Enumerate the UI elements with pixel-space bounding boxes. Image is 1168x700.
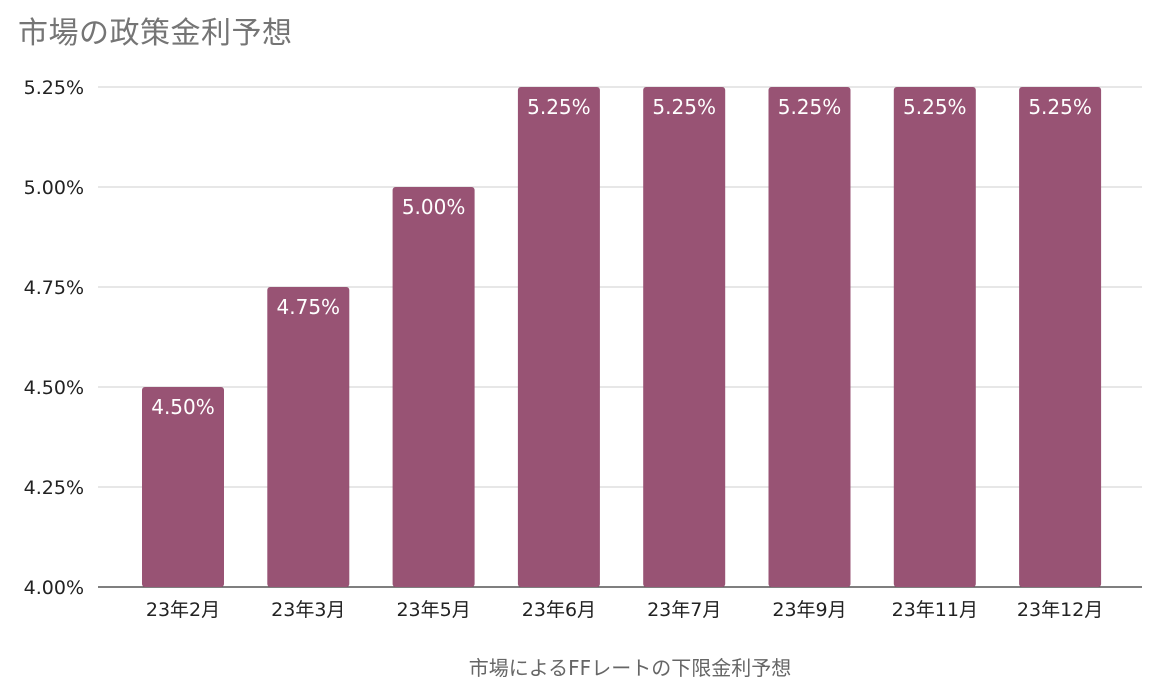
y-tick-label: 5.25% [24,77,84,99]
bar [142,387,224,587]
y-tick-label: 4.75% [24,277,84,299]
bar [517,87,600,587]
bar-data-label: 5.00% [402,195,466,219]
bar-data-label: 5.25% [778,95,842,119]
x-tick-label: 23年12月 [1017,599,1103,621]
bar-data-label: 5.25% [903,95,967,119]
bar [1019,87,1102,587]
x-tick-label: 23年9月 [772,599,846,621]
x-tick-label: 23年6月 [522,599,596,621]
bar [392,187,475,587]
x-tick-label: 23年7月 [647,599,721,621]
bar-data-label: 5.25% [527,95,591,119]
bar [267,287,350,587]
bar [893,87,976,587]
bar [643,87,726,587]
y-tick-label: 4.50% [24,377,84,399]
y-tick-label: 5.00% [24,177,84,199]
bar-data-label: 5.25% [652,95,716,119]
x-tick-label: 23年11月 [892,599,978,621]
bar [768,87,851,587]
bar-data-label: 5.25% [1028,95,1092,119]
x-tick-label: 23年2月 [146,599,220,621]
y-tick-label: 4.00% [24,577,84,599]
x-tick-label: 23年3月 [271,599,345,621]
chart-title: 市場の政策金利予想 [18,16,293,51]
bar-data-label: 4.75% [277,295,341,319]
y-tick-label: 4.25% [24,477,84,499]
x-tick-label: 23年5月 [396,599,470,621]
x-axis-title: 市場によるFFレートの下限金利予想 [469,656,791,680]
bar-data-label: 4.50% [151,395,215,419]
